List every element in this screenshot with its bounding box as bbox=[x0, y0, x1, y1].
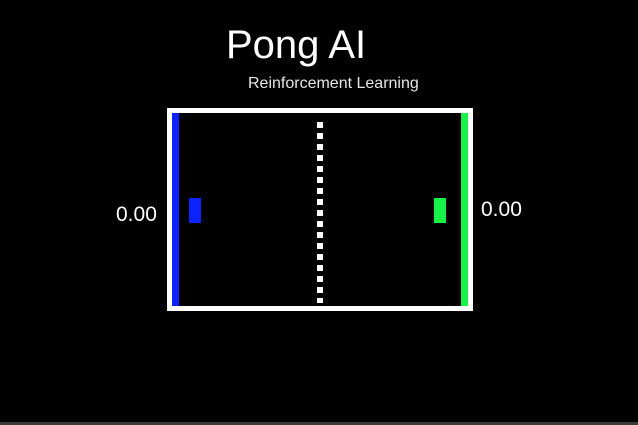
right-paddle bbox=[434, 198, 446, 223]
game-subtitle: Reinforcement Learning bbox=[248, 75, 419, 92]
right-player-score: 0.00 bbox=[481, 198, 522, 221]
left-goal-line bbox=[172, 113, 179, 306]
game-title: Pong AI bbox=[226, 23, 367, 67]
left-paddle bbox=[189, 198, 201, 223]
left-player-score: 0.00 bbox=[116, 203, 157, 226]
center-net bbox=[317, 122, 323, 303]
playing-field bbox=[167, 108, 473, 311]
right-goal-line bbox=[461, 113, 468, 306]
window-bottom-edge bbox=[0, 422, 638, 425]
